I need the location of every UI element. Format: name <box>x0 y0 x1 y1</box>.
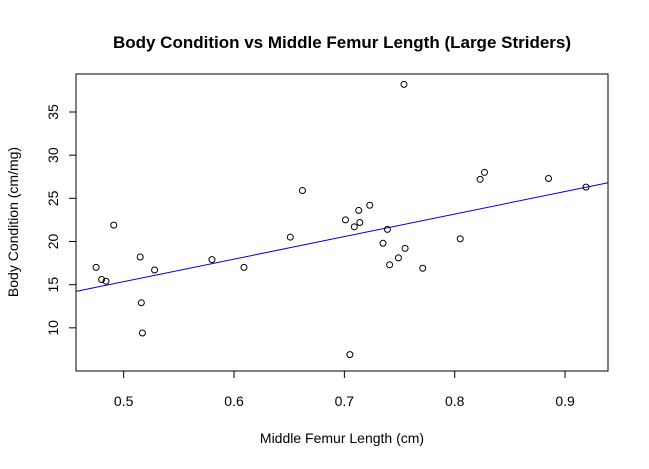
plot-frame <box>75 73 609 372</box>
y-axis-label: Body Condition (cm/mg) <box>5 147 21 297</box>
data-point <box>456 235 464 243</box>
data-point <box>582 183 590 191</box>
data-point <box>110 221 118 229</box>
data-point <box>298 187 306 195</box>
data-point <box>379 239 387 247</box>
data-point <box>383 225 391 233</box>
x-tick-label: 0.7 <box>335 393 355 409</box>
data-point <box>341 216 349 224</box>
y-tick-label: 35 <box>45 104 61 120</box>
data-points <box>92 80 590 359</box>
data-point <box>151 266 159 274</box>
chart-title: Body Condition vs Middle Femur Length (L… <box>113 33 571 52</box>
y-tick-label: 25 <box>45 190 61 206</box>
data-point <box>137 299 145 307</box>
y-tick-label: 15 <box>45 277 61 293</box>
data-point <box>400 80 408 88</box>
regression-line <box>75 182 609 292</box>
x-tick-label: 0.6 <box>224 393 244 409</box>
data-point <box>98 275 106 283</box>
data-point <box>481 168 489 176</box>
y-axis-ticks: 10 15 20 25 30 35 <box>45 104 76 336</box>
y-tick-label: 30 <box>45 147 61 163</box>
x-axis-label: Middle Femur Length (cm) <box>260 430 424 446</box>
data-point <box>356 219 364 226</box>
data-point <box>386 261 394 269</box>
data-point <box>476 175 484 183</box>
regression-line-group <box>75 182 609 292</box>
data-point <box>240 263 248 271</box>
data-point <box>366 201 374 209</box>
data-point <box>208 256 216 264</box>
x-tick-label: 0.9 <box>555 393 575 409</box>
data-point <box>350 223 358 231</box>
data-point <box>102 277 110 285</box>
data-point <box>92 263 100 271</box>
x-tick-label: 0.5 <box>114 393 134 409</box>
data-point <box>355 206 363 214</box>
data-point <box>286 233 294 241</box>
data-point <box>136 253 144 261</box>
data-point <box>138 329 146 337</box>
x-tick-label: 0.8 <box>445 393 465 409</box>
x-axis-ticks: 0.5 0.6 0.7 0.8 0.9 <box>114 371 575 409</box>
y-tick-label: 10 <box>45 320 61 336</box>
data-point <box>394 254 402 262</box>
data-point <box>419 264 427 272</box>
y-tick-label: 20 <box>45 233 61 249</box>
data-point <box>545 174 553 182</box>
data-point <box>401 244 409 252</box>
data-point <box>346 351 354 359</box>
